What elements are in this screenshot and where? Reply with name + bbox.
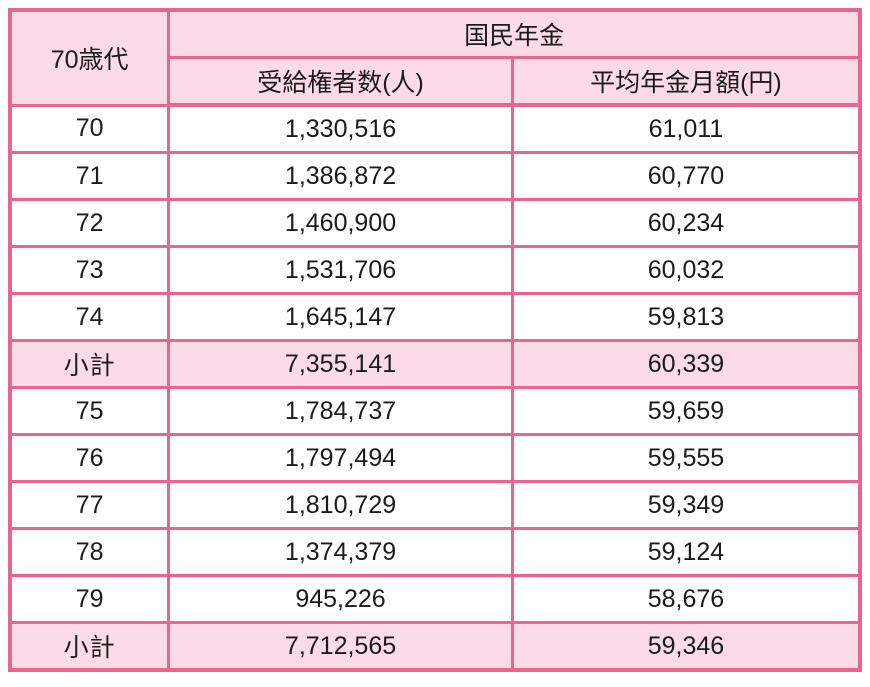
cell-monthly-amount: 61,011 xyxy=(510,103,862,154)
table-row: 78 1,374,379 59,124 xyxy=(8,527,862,577)
cell-monthly-amount: 59,659 xyxy=(510,386,862,436)
cell-monthly-amount: 60,770 xyxy=(510,151,862,201)
age-group-header: 70歳代 xyxy=(8,8,171,107)
table-row: 75 1,784,737 59,659 xyxy=(8,386,862,436)
table-row: 70 1,330,516 61,011 xyxy=(8,103,862,154)
cell-age: 75 xyxy=(8,386,171,436)
cell-beneficiaries: 945,226 xyxy=(167,574,514,624)
table-row: 79 945,226 58,676 xyxy=(8,574,862,624)
cell-monthly-amount: 59,346 xyxy=(510,621,862,672)
cell-age: 72 xyxy=(8,198,171,248)
cell-monthly-amount: 59,555 xyxy=(510,433,862,483)
cell-monthly-amount: 59,813 xyxy=(510,292,862,342)
cell-monthly-amount: 59,349 xyxy=(510,480,862,530)
cell-age: 74 xyxy=(8,292,171,342)
cell-monthly-amount: 60,339 xyxy=(510,339,862,389)
cell-beneficiaries: 1,531,706 xyxy=(167,245,514,295)
table-row: 71 1,386,872 60,770 xyxy=(8,151,862,201)
cell-beneficiaries: 1,460,900 xyxy=(167,198,514,248)
subtotal-row: 小計 7,712,565 59,346 xyxy=(8,621,862,672)
cell-age: 76 xyxy=(8,433,171,483)
table-row: 72 1,460,900 60,234 xyxy=(8,198,862,248)
cell-beneficiaries: 1,645,147 xyxy=(167,292,514,342)
national-pension-table: 70歳代 国民年金 受給権者数(人) 平均年金月額(円) 70 1,330,516… xyxy=(8,8,862,672)
cell-monthly-amount: 58,676 xyxy=(510,574,862,624)
cell-age: 小計 xyxy=(8,339,171,389)
table-row: 77 1,810,729 59,349 xyxy=(8,480,862,530)
cell-age: 79 xyxy=(8,574,171,624)
cell-beneficiaries: 1,330,516 xyxy=(167,103,514,154)
table-head: 70歳代 国民年金 受給権者数(人) 平均年金月額(円) xyxy=(8,8,862,107)
beneficiaries-header: 受給権者数(人) xyxy=(167,56,514,107)
cell-beneficiaries: 7,712,565 xyxy=(167,621,514,672)
cell-age: 78 xyxy=(8,527,171,577)
table-row: 74 1,645,147 59,813 xyxy=(8,292,862,342)
cell-beneficiaries: 7,355,141 xyxy=(167,339,514,389)
cell-beneficiaries: 1,784,737 xyxy=(167,386,514,436)
table-row: 76 1,797,494 59,555 xyxy=(8,433,862,483)
cell-age: 73 xyxy=(8,245,171,295)
monthly-amount-header: 平均年金月額(円) xyxy=(510,56,862,107)
cell-age: 71 xyxy=(8,151,171,201)
subtotal-row: 小計 7,355,141 60,339 xyxy=(8,339,862,389)
cell-age: 70 xyxy=(8,103,171,154)
cell-age: 小計 xyxy=(8,621,171,672)
group-title-header: 国民年金 xyxy=(167,8,862,59)
cell-beneficiaries: 1,374,379 xyxy=(167,527,514,577)
table-row: 73 1,531,706 60,032 xyxy=(8,245,862,295)
cell-beneficiaries: 1,810,729 xyxy=(167,480,514,530)
cell-beneficiaries: 1,797,494 xyxy=(167,433,514,483)
header-row-group: 70歳代 国民年金 xyxy=(8,8,862,107)
header-row-columns: 受給権者数(人) 平均年金月額(円) xyxy=(10,56,862,107)
cell-monthly-amount: 60,234 xyxy=(510,198,862,248)
cell-monthly-amount: 59,124 xyxy=(510,527,862,577)
cell-beneficiaries: 1,386,872 xyxy=(167,151,514,201)
table-body: 70 1,330,516 61,011 71 1,386,872 60,770 72 1,46… xyxy=(8,103,862,672)
cell-age: 77 xyxy=(8,480,171,530)
cell-monthly-amount: 60,032 xyxy=(510,245,862,295)
